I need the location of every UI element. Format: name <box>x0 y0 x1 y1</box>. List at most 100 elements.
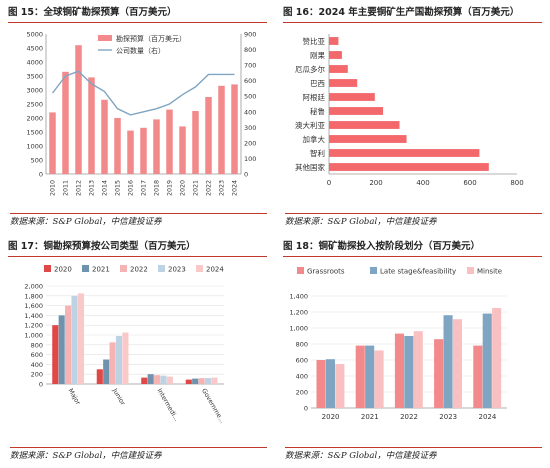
chart-global-copper-budget: 0500100015002000250030003500400045005000… <box>26 31 256 197</box>
y-tick-label: 0 <box>304 405 308 413</box>
source-note: 数据来源：S&P Global，中信建投证券 <box>285 213 542 230</box>
bar <box>192 111 199 174</box>
bar <box>329 37 339 45</box>
bar <box>88 77 95 174</box>
y2-tick-label: 100 <box>244 155 256 163</box>
bar <box>329 93 375 101</box>
legend-entry: 2024 <box>206 266 224 274</box>
legend-swatch <box>196 265 203 272</box>
bar <box>394 333 404 408</box>
bar <box>335 364 345 408</box>
panel-title: 图 17：铜勘探预算按公司类型（百万美元） <box>8 238 267 257</box>
x-tick-label: 2017 <box>141 180 148 196</box>
x-tick-label: 0 <box>327 179 331 187</box>
y2-tick-label: 400 <box>244 108 256 116</box>
bar <box>404 336 414 408</box>
panel-country-budget-2024: 图 16：2024 年主要铜矿生产国勘探预算（百万美元） 赞比亚 刚果 厄瓜多尔 巴西… <box>275 0 550 234</box>
bar <box>329 135 407 143</box>
bar <box>204 378 212 384</box>
x-tick-label: Governme… <box>200 388 226 425</box>
panel-title: 图 15：全球铜矿勘探预算（百万美元） <box>8 4 267 23</box>
bar <box>492 308 502 408</box>
x-tick-label: 2023 <box>439 413 457 421</box>
bar <box>185 379 192 384</box>
bar <box>77 293 84 384</box>
y-tick-label: 2000 <box>26 115 43 123</box>
y2-tick-label: 0 <box>244 171 248 179</box>
legend-entry: 公司数量（右） <box>116 46 165 55</box>
x-tick-label: 800 <box>510 179 523 187</box>
y-tick-label: 800 <box>296 341 308 349</box>
bar <box>96 369 103 384</box>
y-tick-label: 400 <box>296 373 308 381</box>
bar <box>482 313 492 408</box>
bar <box>413 331 423 408</box>
x-tick-label: 2023 <box>219 180 226 196</box>
y-tick-label: 400 <box>31 361 43 369</box>
bar <box>329 121 400 129</box>
x-tick-label: 2024 <box>478 413 496 421</box>
bar <box>325 359 336 408</box>
category-label: 阿根廷 <box>303 92 326 102</box>
y-tick-label: 4500 <box>26 45 43 53</box>
bar <box>140 127 147 174</box>
legend-swatch <box>370 267 377 274</box>
legend-entry: Grassroots <box>307 268 345 276</box>
panel-title: 图 18：铜矿勘探投入按阶段划分（百万美元） <box>283 238 542 257</box>
y2-tick-label: 300 <box>244 124 256 132</box>
bar <box>329 79 358 87</box>
category-label: 其他国家 <box>295 162 325 172</box>
category-label: 厄瓜多尔 <box>295 64 325 74</box>
y2-tick-label: 500 <box>244 93 256 101</box>
x-tick-label: 2011 <box>63 180 70 196</box>
x-tick-label: 200 <box>369 179 382 187</box>
bar <box>205 97 212 174</box>
x-tick-label: 2013 <box>89 180 96 196</box>
x-tick-label: 2019 <box>167 180 174 196</box>
category-label: 秘鲁 <box>310 106 325 116</box>
bar <box>49 112 56 174</box>
bar <box>52 325 59 384</box>
bar <box>160 375 167 384</box>
legend-entry: Late stage&feasibility <box>380 268 456 276</box>
y2-tick-label: 900 <box>244 31 256 39</box>
bar <box>166 376 173 384</box>
legend-entry: Minsite <box>477 268 502 276</box>
bar <box>218 85 225 174</box>
x-tick-label: 2024 <box>232 180 239 196</box>
bar <box>231 84 238 174</box>
x-tick-label: 2022 <box>206 180 213 196</box>
x-tick-label: 2015 <box>115 180 122 196</box>
panel-global-copper-budget: 图 15：全球铜矿勘探预算（百万美元） 0 500 1000 1500 2000 2500… <box>0 0 275 234</box>
y-tick-label: 500 <box>31 157 43 165</box>
y2-tick-label: 700 <box>244 62 256 70</box>
y-tick-label: 3000 <box>26 87 43 95</box>
y-tick-label: 0 <box>39 171 43 179</box>
x-tick-label: 2021 <box>361 413 379 421</box>
category-label: 赞比亚 <box>303 36 326 46</box>
bar <box>211 377 218 384</box>
bar <box>355 345 365 408</box>
bar <box>329 163 489 171</box>
x-tick-label: 2018 <box>154 180 161 196</box>
legend-entry: 勘探预算（百万美元） <box>116 34 186 43</box>
y2-tick-label: 600 <box>244 77 256 85</box>
bar <box>192 378 199 384</box>
legend-swatch-bar <box>98 35 112 41</box>
bar <box>58 315 65 384</box>
y-tick-label: 4000 <box>26 59 43 67</box>
legend-entry: 2020 <box>54 266 72 274</box>
y-tick-label: 1,000 <box>24 332 43 340</box>
bar <box>71 295 78 384</box>
bar <box>114 118 121 174</box>
x-tick-label: 2020 <box>322 413 340 421</box>
source-note: 数据来源：S&P Global，中信建投证券 <box>10 447 267 464</box>
bar <box>115 335 123 384</box>
legend-swatch <box>467 267 474 274</box>
legend-swatch <box>82 265 89 272</box>
x-tick-label: 2022 <box>400 413 418 421</box>
y-tick-label: 1,400 <box>289 293 308 301</box>
x-tick-label: 2010 <box>50 180 57 196</box>
y-tick-label: 3500 <box>26 73 43 81</box>
